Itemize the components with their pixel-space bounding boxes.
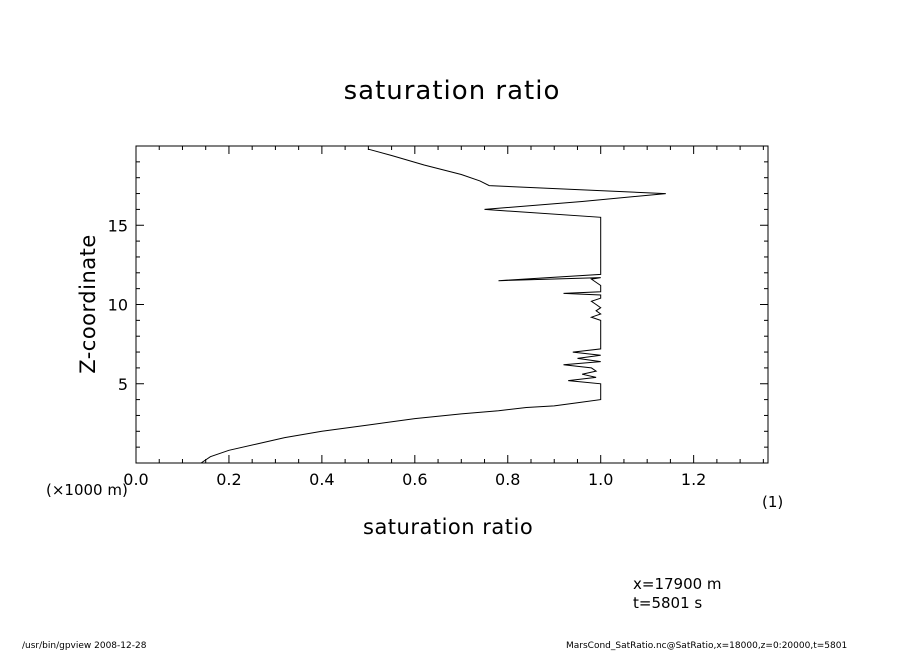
y-tick-label: 15 [108,216,128,235]
x-tick-label: 1.2 [681,470,706,489]
series-line-saturation-ratio [200,148,666,464]
y-tick-label: 10 [108,296,128,315]
x-tick-label: 0.4 [309,470,334,489]
x-tick-label: 0.8 [495,470,520,489]
location-x-annotation: x=17900 m [633,575,722,593]
plot-frame [135,145,769,464]
x-axis-unit: (1) [762,493,784,511]
footer-right: MarsCond_SatRatio.nc@SatRatio,x=18000,z=… [566,641,848,651]
y-axis-unit: (×1000 m) [46,481,128,499]
footer-left: /usr/bin/gpview 2008-12-28 [22,641,147,651]
x-tick-label: 0.2 [216,470,241,489]
chart-title: saturation ratio [343,76,561,106]
x-tick-label: 0.6 [402,470,427,489]
axis-ticks [135,145,768,464]
axis-tick-labels: 0.0 0.2 0.4 0.6 0.8 1.0 1.2 5 10 15 [108,216,707,489]
x-tick-label: 1.0 [588,470,613,489]
x-tick-label: 0.0 [123,470,148,489]
y-tick-label: 5 [118,375,128,394]
x-axis-label: saturation ratio [363,515,534,539]
location-t-annotation: t=5801 s [633,594,703,612]
y-axis-label: Z-coordinate [76,234,100,374]
